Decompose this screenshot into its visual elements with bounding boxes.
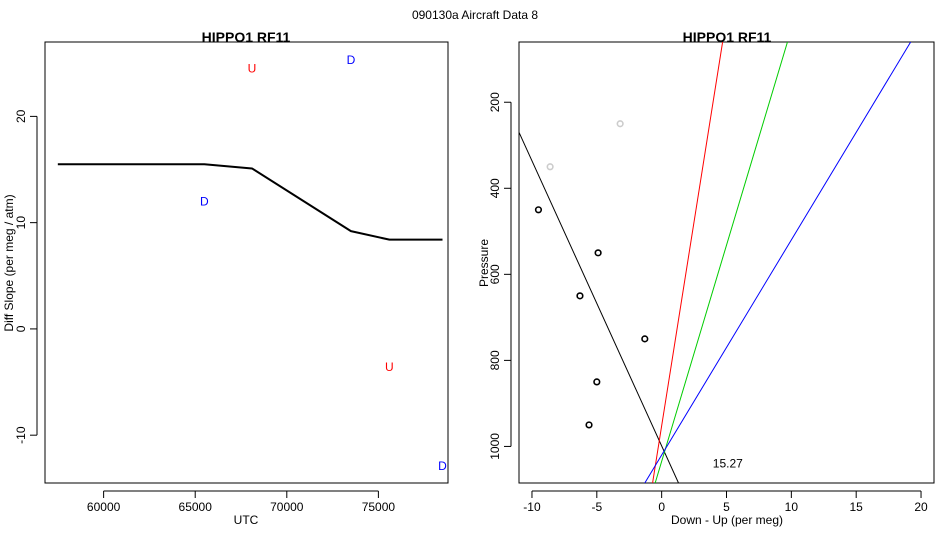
left-x-tick-label: 70000 (270, 500, 304, 514)
left-x-tick-label: 65000 (179, 500, 213, 514)
fit-line (652, 42, 724, 483)
down-marker-label: D (200, 194, 209, 208)
data-point (641, 335, 649, 343)
left-y-tick-label: 0 (14, 325, 28, 332)
up-marker-label: U (385, 360, 394, 374)
right-x-tick-label: 10 (785, 500, 799, 514)
right-panel: HIPPO1 RF11 Down - Up (per meg) Pressure… (477, 29, 935, 527)
data-point (616, 120, 624, 128)
left-y-tick-label: -10 (14, 426, 28, 444)
right-x-tick-label: 20 (914, 500, 928, 514)
up-marker-label: U (248, 62, 257, 76)
left-panel: HIPPO1 RF11 UTC Diff Slope (per meg / at… (2, 29, 449, 527)
left-x-tick-label: 75000 (362, 500, 396, 514)
right-y-tick-label: 600 (488, 264, 502, 284)
fit-line (519, 132, 679, 483)
right-x-tick-label: 0 (658, 500, 665, 514)
right-x-tick-label: 15 (850, 500, 864, 514)
data-point (593, 378, 601, 386)
left-x-axis-label: UTC (234, 513, 259, 527)
right-y-tick-label: 400 (488, 178, 502, 198)
right-panel-title: HIPPO1 RF11 (683, 29, 772, 45)
right-y-tick-label: 200 (488, 92, 502, 112)
slope-value-label: 15.27 (713, 457, 743, 471)
right-y-tick-label: 800 (488, 350, 502, 370)
left-plot-frame (44, 41, 449, 484)
right-y-tick-label: 1000 (488, 433, 502, 460)
right-x-tick-label: 5 (723, 500, 730, 514)
left-y-axis-label: Diff Slope (per meg / atm) (2, 194, 16, 331)
data-point (585, 421, 593, 429)
right-x-axis-label: Down - Up (per meg) (671, 513, 783, 527)
data-point (594, 249, 602, 257)
down-marker-label: D (438, 459, 447, 473)
down-marker-label: D (347, 53, 356, 67)
right-x-tick-label: -10 (523, 500, 541, 514)
page-title: 090130a Aircraft Data 8 (412, 8, 538, 22)
data-point (546, 163, 554, 171)
data-point (576, 292, 584, 300)
right-y-axis-label: Pressure (477, 239, 491, 287)
left-panel-title: HIPPO1 RF11 (202, 29, 291, 45)
fit-line (644, 42, 912, 483)
fit-lines (519, 42, 912, 483)
fit-line (654, 42, 788, 483)
left-x-tick-label: 60000 (87, 500, 121, 514)
diff-slope-line (57, 163, 443, 241)
right-plot-frame (518, 41, 935, 484)
right-x-tick-label: -5 (591, 500, 602, 514)
left-y-tick-label: 10 (14, 216, 28, 230)
data-point (534, 206, 543, 214)
left-y-tick-label: 20 (14, 109, 28, 123)
